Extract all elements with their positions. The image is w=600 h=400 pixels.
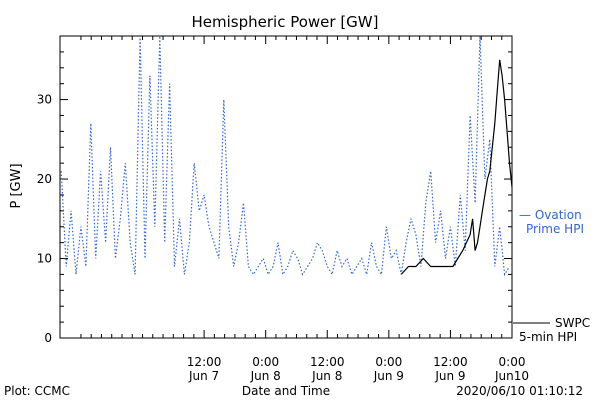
legend-swpc-line2: 5-min HPI xyxy=(519,330,577,344)
legend-ovation-line2: Prime HPI xyxy=(526,222,584,236)
x-tick-date-label: Jun 9 xyxy=(373,369,404,383)
x-tick-time-label: 12:00 xyxy=(187,355,222,369)
x-tick-time-label: 12:00 xyxy=(433,355,468,369)
x-tick-date-label: Jun 7 xyxy=(188,369,219,383)
y-tick-label: 0 xyxy=(44,331,52,345)
legend-ovation-line1: — Ovation xyxy=(519,208,582,222)
chart-title: Hemispheric Power [GW] xyxy=(192,13,379,31)
y-tick-label: 30 xyxy=(37,93,52,107)
x-axis-label: Date and Time xyxy=(242,384,330,398)
y-tick-label: 20 xyxy=(37,172,52,186)
y-axis-ticks: 0 10 20 30 xyxy=(37,35,512,345)
swpc-series-line xyxy=(400,59,513,275)
x-tick-date-label: Jun 8 xyxy=(311,369,342,383)
x-tick-time-label: 0:00 xyxy=(252,355,279,369)
y-tick-label: 10 xyxy=(37,252,52,266)
x-tick-date-label: Jun10 xyxy=(494,369,529,383)
x-tick-date-label: Jun 9 xyxy=(434,369,465,383)
y-axis-label: P [GW] xyxy=(9,163,24,208)
x-tick-date-label: Jun 8 xyxy=(250,369,281,383)
x-tick-time-label: 0:00 xyxy=(499,355,526,369)
legend-swpc-line1: SWPC xyxy=(555,316,590,330)
plot-frame xyxy=(59,35,513,339)
ovation-prime-series-line xyxy=(60,35,511,277)
x-tick-time-label: 12:00 xyxy=(310,355,345,369)
x-tick-time-label: 0:00 xyxy=(375,355,402,369)
plot-timestamp: 2020/06/10 01:10:12 xyxy=(456,384,583,398)
plot-source: Plot: CCMC xyxy=(4,384,70,398)
